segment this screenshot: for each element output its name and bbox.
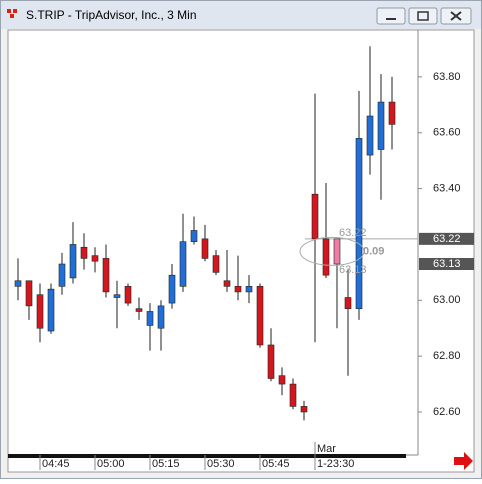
x-tick-label: 05:00 xyxy=(97,458,125,470)
candle-body xyxy=(377,101,385,150)
candle-body xyxy=(355,138,363,309)
price-marker-box xyxy=(419,258,474,271)
candle-body xyxy=(278,375,286,385)
measure-diff: 0.09 xyxy=(363,245,384,257)
candle-body xyxy=(146,311,154,326)
candle-body xyxy=(113,294,121,298)
measure-high: 63.22 xyxy=(339,227,367,239)
candle-body xyxy=(234,286,242,293)
candle-body xyxy=(256,286,264,346)
x-tick-label: 04:45 xyxy=(42,458,70,470)
candle-body xyxy=(212,255,220,273)
candle-body xyxy=(80,246,88,259)
candle-body xyxy=(157,305,165,329)
candle-body xyxy=(25,280,33,307)
price-marker-label: 63.22 xyxy=(433,233,461,245)
y-tick-label: 62.80 xyxy=(433,350,461,362)
y-tick-label: 62.60 xyxy=(433,406,461,418)
price-marker-box xyxy=(419,232,474,245)
window-title: S.TRIP - TripAdvisor, Inc., 3 Min xyxy=(26,8,197,22)
candle-body xyxy=(190,230,198,242)
candle-body xyxy=(223,280,231,287)
chart-area xyxy=(7,29,475,473)
candle-body xyxy=(69,244,77,279)
app-icon xyxy=(7,9,17,18)
candle-body xyxy=(267,344,275,379)
y-tick-label: 63.00 xyxy=(433,294,461,306)
candle-body xyxy=(179,241,187,287)
scroll-bar xyxy=(8,454,406,458)
candle-body xyxy=(289,383,297,407)
y-tick-label: 63.60 xyxy=(433,127,461,139)
candle-body xyxy=(201,238,209,259)
candle-body xyxy=(47,288,55,332)
candle-body xyxy=(311,193,319,240)
candle-body xyxy=(344,297,352,309)
candle-body xyxy=(91,255,99,262)
x-tick-label: 05:15 xyxy=(152,458,180,470)
candle-body xyxy=(245,286,253,293)
candle-body xyxy=(333,238,341,265)
candle-body xyxy=(366,115,374,156)
y-tick-label: 63.40 xyxy=(433,183,461,195)
y-tick-label: 63.80 xyxy=(433,71,461,83)
candle-body xyxy=(135,308,143,312)
candle-body xyxy=(36,294,44,329)
minimize-button[interactable] xyxy=(376,7,406,25)
candle-body xyxy=(388,101,396,125)
price-marker-label: 63.13 xyxy=(433,258,461,270)
x-tick-label: 05:45 xyxy=(262,458,290,470)
candle-body xyxy=(102,258,110,293)
date-label: Mar xyxy=(317,443,336,455)
candle-body xyxy=(300,406,308,413)
window-buttons[interactable] xyxy=(376,7,472,25)
x-tick-label: 1-23:30 xyxy=(317,458,354,470)
candle-body xyxy=(168,274,176,304)
scroll-arrow[interactable] xyxy=(454,452,473,470)
candle-body xyxy=(14,280,22,287)
x-tick-label: 05:30 xyxy=(207,458,235,470)
candle-body xyxy=(124,286,132,304)
candle-body xyxy=(322,238,330,276)
measure-low: 63.13 xyxy=(339,264,367,276)
candle-body xyxy=(58,263,66,287)
restore-button[interactable] xyxy=(408,7,438,25)
measure-ellipse xyxy=(299,236,365,266)
